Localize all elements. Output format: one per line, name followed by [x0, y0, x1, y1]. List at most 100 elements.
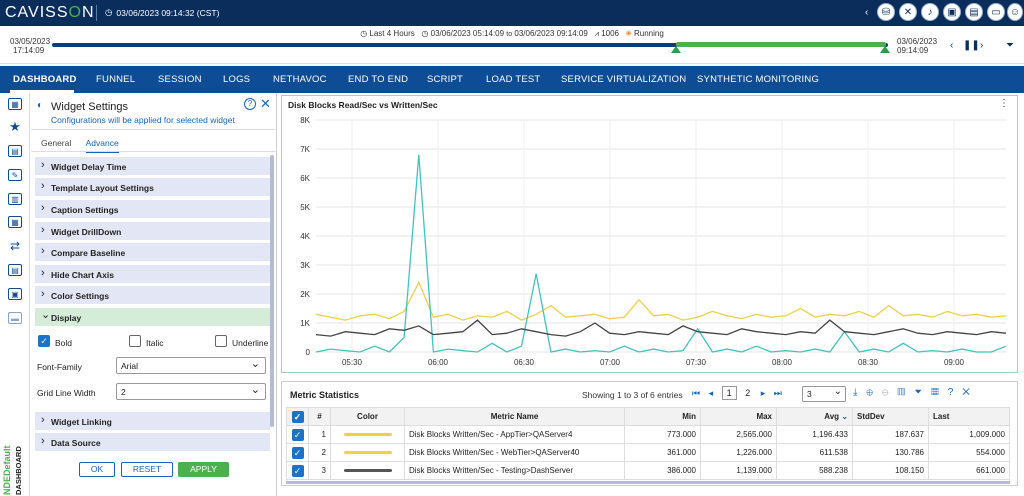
calendar-icon[interactable]: ▤ [8, 145, 22, 157]
col-avg[interactable]: Avg ⌄ [776, 407, 853, 426]
bold-checkbox[interactable]: ✓ [38, 335, 50, 347]
range-end-handle[interactable] [880, 46, 890, 53]
table-icon[interactable]: ▦ [8, 216, 22, 228]
panel-scrollbar[interactable] [270, 155, 274, 427]
col-stddev[interactable]: StdDev [852, 407, 929, 426]
keyboard-icon[interactable]: ▬ [8, 312, 22, 324]
next-page-icon[interactable]: ▸ [760, 388, 766, 398]
nav-end-to-end[interactable]: END TO END [348, 74, 409, 85]
page-2[interactable]: 2 [745, 388, 751, 398]
col-last[interactable]: Last [928, 407, 1010, 426]
apply-button[interactable]: APPLY [178, 462, 229, 477]
italic-checkbox[interactable] [129, 335, 141, 347]
select-all-checkbox[interactable]: ✓ [286, 407, 309, 426]
bell-icon[interactable]: ♪ [921, 3, 939, 21]
nav-session[interactable]: SESSION [158, 74, 202, 85]
download-icon[interactable]: ⤓ [853, 387, 867, 398]
collapse-icon[interactable]: ‹ [865, 7, 869, 18]
color-swatch [330, 461, 405, 480]
grid-icon[interactable]: ▦ [8, 98, 22, 110]
tab-advance[interactable]: Advance [85, 138, 119, 153]
document-icon[interactable]: ▤ [8, 264, 22, 276]
last-value: 554.000 [928, 443, 1010, 462]
row-checkbox[interactable]: ✓ [286, 461, 309, 480]
save-icon[interactable]: ▣ [943, 3, 961, 21]
next-icon[interactable]: › [980, 40, 984, 51]
monitor-icon[interactable]: ▭ [987, 3, 1005, 21]
dashboard-label: DASHBOARD [14, 446, 23, 495]
close-icon[interactable]: ✕ [260, 96, 271, 111]
table-row[interactable]: ✓ 3 Disk Blocks Written/Sec - Testing>Da… [286, 461, 1010, 480]
nav-dashboard[interactable]: DASHBOARD [13, 74, 77, 85]
section-caption-settings[interactable]: Caption Settings [35, 200, 270, 219]
section-widget-drilldown[interactable]: Widget DrillDown [35, 222, 270, 241]
filter-icon[interactable]: ⏷ [914, 387, 932, 398]
font-family-select[interactable]: Arial [116, 357, 266, 374]
tab-general[interactable]: General [41, 138, 72, 148]
y-tick-label: 1K [300, 319, 310, 328]
prev-page-icon[interactable]: ◂ [708, 388, 714, 398]
edit-icon[interactable]: ✎ [8, 169, 22, 181]
columns-icon[interactable]: ▥ [897, 387, 915, 398]
row-checkbox[interactable]: ✓ [286, 425, 309, 444]
col-color[interactable]: Color [330, 407, 405, 426]
ok-button[interactable]: OK [79, 462, 115, 477]
table-row[interactable]: ✓ 1 Disk Blocks Written/Sec - AppTier>QA… [286, 425, 1010, 444]
last-page-icon[interactable]: ⏭ [773, 388, 782, 398]
add-icon[interactable]: ⊕ [866, 387, 882, 398]
remove-icon[interactable]: ⊖ [881, 387, 898, 398]
prev-icon[interactable]: ‹ [950, 40, 954, 51]
section-compare-baseline[interactable]: Compare Baseline [35, 243, 270, 262]
page-size-select[interactable]: 3 ⌄ [802, 386, 846, 402]
nav-funnel[interactable]: FUNNEL [96, 74, 136, 85]
col-number[interactable]: # [308, 407, 331, 426]
section-hide-chart-axis[interactable]: Hide Chart Axis [35, 265, 270, 284]
metric-name: Disk Blocks Written/Sec - Testing>DashSe… [404, 461, 625, 480]
help-icon[interactable]: ? [947, 387, 963, 398]
page-1[interactable]: 1 [721, 386, 737, 400]
range-label[interactable]: Last 4 Hours [369, 29, 415, 38]
grid-line-width-select[interactable]: 2 [116, 383, 266, 400]
sort-icon: ⌄ [841, 412, 848, 421]
last-value: 1,009.000 [928, 425, 1010, 444]
nav-service-virtualization[interactable]: SERVICE VIRTUALIZATION [561, 74, 687, 85]
timeline-selection[interactable] [676, 42, 886, 47]
print-icon[interactable]: ▤ [965, 3, 983, 21]
reset-button[interactable]: RESET [121, 462, 173, 477]
nav-nethavoc[interactable]: NETHAVOC [273, 74, 327, 85]
user-icon[interactable]: ☺ [1007, 3, 1023, 21]
first-page-icon[interactable]: ⏮ [692, 388, 701, 398]
section-display[interactable]: Display [35, 308, 270, 327]
filter-icon[interactable]: ⏷ [1006, 40, 1014, 51]
section-widget-linking[interactable]: Widget Linking [35, 412, 270, 431]
nav-synthetic-monitoring[interactable]: SYNTHETIC MONITORING [697, 74, 820, 85]
row-checkbox[interactable]: ✓ [286, 443, 309, 462]
help-icon[interactable]: ? [244, 98, 256, 110]
timeline-track[interactable] [52, 43, 888, 47]
y-tick-label: 6K [300, 174, 310, 183]
nav-script[interactable]: SCRIPT [427, 74, 464, 85]
table-icon[interactable]: ▦ [931, 387, 948, 398]
section-widget-delay-time[interactable]: Widget Delay Time [35, 157, 270, 176]
bucket-icon[interactable]: ⛁ [877, 3, 895, 21]
pause-icon[interactable]: ❚❚ [963, 40, 980, 51]
col-metric-name[interactable]: Metric Name [404, 407, 625, 426]
section-data-source[interactable]: Data Source [35, 433, 270, 452]
underline-checkbox[interactable] [215, 335, 227, 347]
close-icon[interactable]: ✕ [962, 387, 979, 398]
range-start-handle[interactable] [671, 46, 681, 53]
log-icon[interactable]: ▣ [8, 288, 22, 300]
star-icon[interactable]: ★ [9, 119, 21, 134]
section-template-layout[interactable]: Template Layout Settings [35, 178, 270, 197]
report-icon[interactable]: ▥ [8, 193, 22, 205]
section-color-settings[interactable]: Color Settings [35, 286, 270, 305]
nav-load-test[interactable]: LOAD TEST [486, 74, 541, 85]
nav-logs[interactable]: LOGS [223, 74, 251, 85]
col-min[interactable]: Min [624, 407, 701, 426]
tools-icon[interactable]: ✕ [899, 3, 917, 21]
col-max[interactable]: Max [700, 407, 777, 426]
swap-icon[interactable]: ⇄ [9, 239, 21, 253]
more-icon[interactable]: ⋮ [999, 98, 1009, 109]
horizontal-scrollbar[interactable] [286, 481, 1010, 484]
table-row[interactable]: ✓ 2 Disk Blocks Written/Sec - WebTier>QA… [286, 443, 1010, 462]
